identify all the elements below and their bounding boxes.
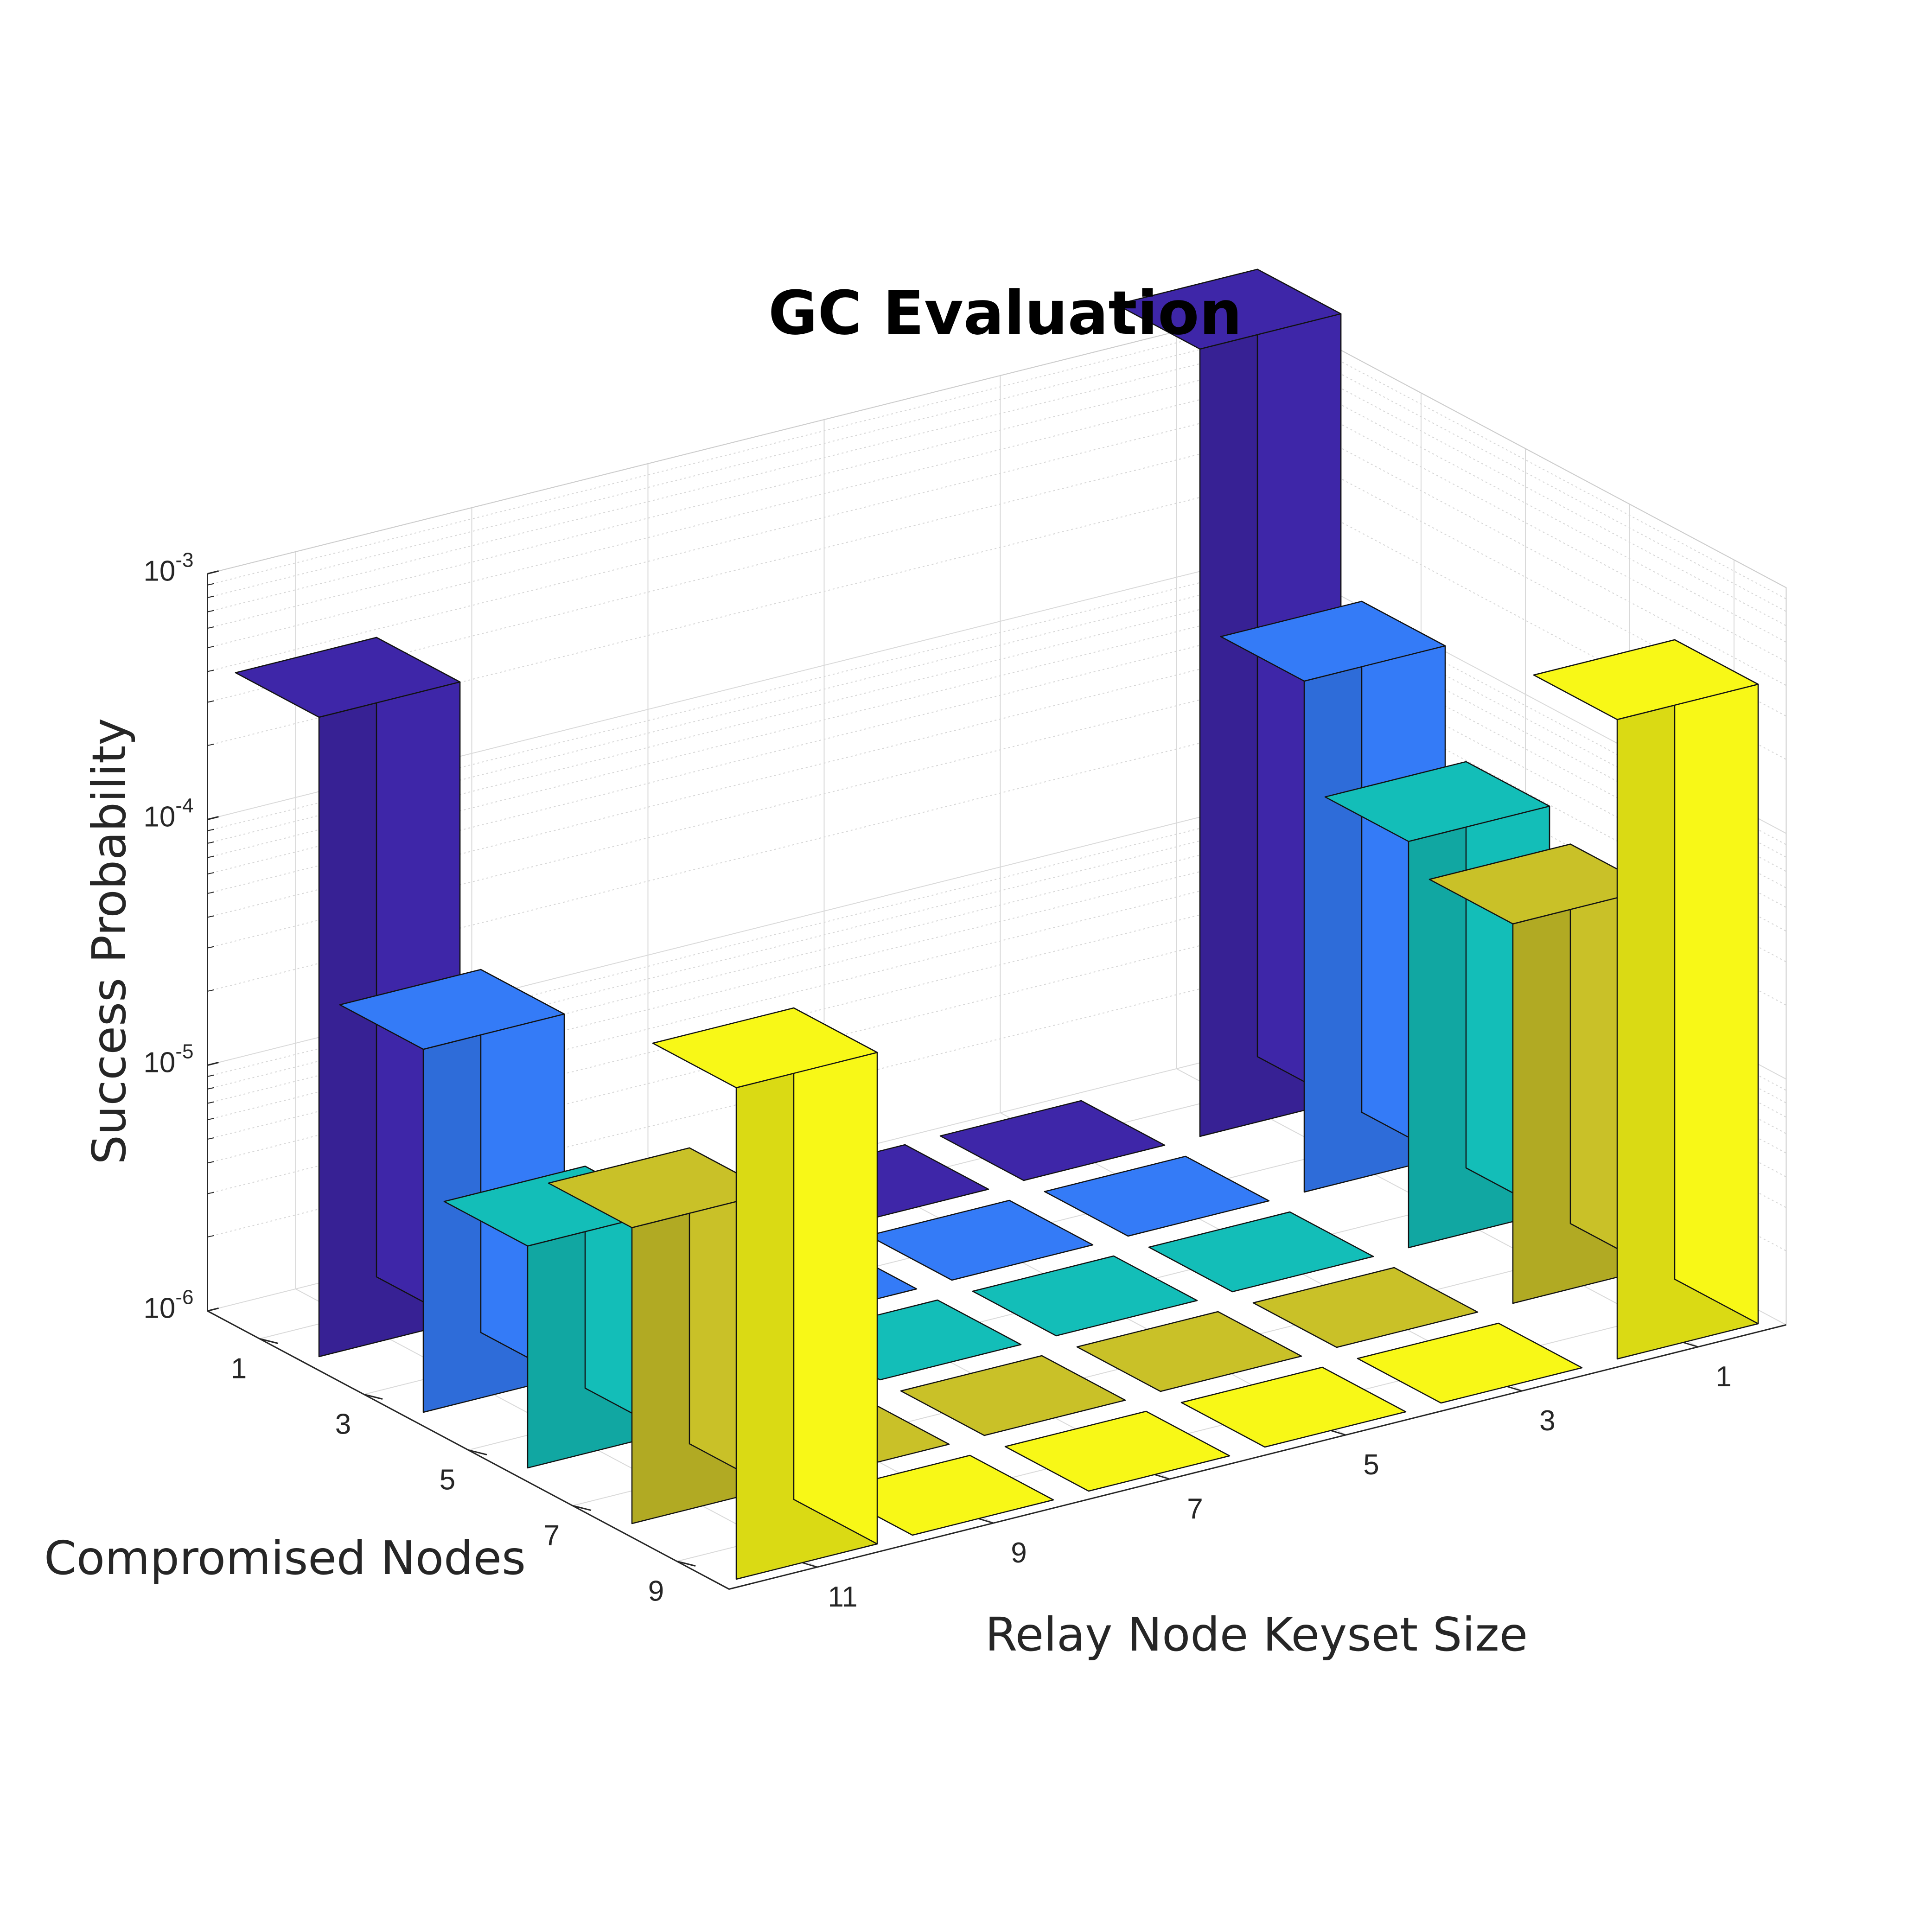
bar	[972, 1255, 1198, 1337]
x-tick-label: 11	[828, 1581, 857, 1613]
x-tick-label: 1	[1715, 1361, 1731, 1393]
chart-title: GC Evaluation	[768, 278, 1242, 348]
bar	[1076, 1311, 1302, 1392]
y-axis-label: Compromised Nodes	[44, 1531, 526, 1585]
bar	[939, 1100, 1166, 1181]
bar	[1044, 1155, 1270, 1237]
bar	[1004, 1410, 1231, 1492]
bar	[900, 1355, 1126, 1436]
x-tick-label: 5	[1363, 1449, 1379, 1481]
z-axis-label: Success Probability	[82, 718, 136, 1165]
y-tick-label: 9	[648, 1575, 664, 1607]
z-tick-label: 10-6	[143, 1286, 193, 1325]
y-tick-label: 7	[544, 1520, 560, 1552]
bar	[1148, 1211, 1374, 1293]
text-layer: GC Evaluation Success Probability Compro…	[44, 278, 1732, 1662]
z-tick-label: 10-4	[143, 795, 193, 833]
y-tick-label: 3	[335, 1409, 351, 1441]
y-tick-label: 5	[440, 1464, 455, 1496]
x-tick-label: 9	[1011, 1537, 1027, 1569]
x-axis-label: Relay Node Keyset Size	[985, 1607, 1528, 1662]
z-tick-label: 10-5	[143, 1040, 193, 1079]
x-tick-label: 7	[1187, 1493, 1203, 1525]
y-tick-label: 1	[231, 1353, 247, 1385]
z-tick-label: 10-3	[143, 549, 193, 587]
bar	[1252, 1267, 1479, 1348]
bar	[1533, 639, 1759, 1360]
x-tick-label: 3	[1539, 1405, 1555, 1437]
bar	[1180, 1366, 1407, 1448]
bar	[652, 1007, 878, 1580]
bar	[1357, 1322, 1583, 1404]
bar	[867, 1199, 1094, 1281]
bars-layer	[235, 268, 1759, 1580]
